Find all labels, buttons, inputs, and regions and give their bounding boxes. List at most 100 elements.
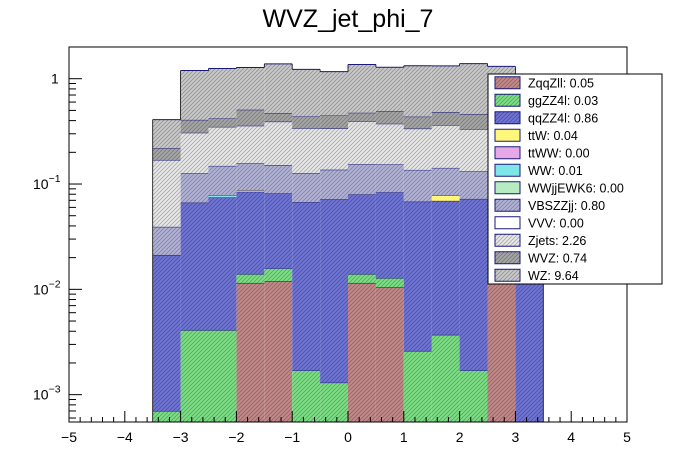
bar-hatch-ggZZ4l-bin-6	[320, 382, 348, 422]
y-tick-label: 10−3	[33, 384, 61, 403]
bar-hatch-Zjets-bin-7	[348, 121, 376, 165]
bar-hatch-VBSZZjj-bin-2	[208, 165, 237, 196]
bar-hatch-WVZ-bin-10	[431, 112, 460, 126]
bar-hatch-WZ-bin-0	[152, 119, 181, 149]
bar-hatch-WVZ-bin-2	[208, 118, 237, 127]
bar-hatch-qqZZ4l-bin-7	[348, 194, 376, 274]
bar-hatch-Zjets-bin-9	[403, 128, 432, 170]
legend-swatch	[494, 128, 521, 142]
legend-label: WVZ: 0.74	[528, 251, 587, 265]
legend-label: Zjets: 2.26	[528, 234, 586, 248]
series-VBSZZjj	[152, 162, 544, 257]
bar-hatch-WZ-bin-6	[320, 71, 348, 116]
legend-label: WW: 0.01	[528, 164, 583, 178]
x-tick-label: 2	[456, 429, 464, 445]
bar-hatch-Zjets-bin-10	[431, 125, 460, 168]
bar-hatch-WZ-bin-7	[348, 64, 376, 113]
bar-hatch-ggZZ4l-bin-0	[152, 410, 181, 422]
bar-hatch-WZ-bin-10	[431, 65, 460, 113]
x-axis: −5 −4 −3 −2 −1 0 1 2 3 4 5	[61, 411, 631, 445]
bar-hatch-VBSZZjj-bin-3	[236, 163, 265, 191]
bar-hatch-ZqqZll-bin-8	[375, 287, 404, 422]
bar-hatch-VBSZZjj-bin-9	[403, 169, 432, 202]
x-tick-label: 3	[512, 429, 520, 445]
bar-hatch-WZ-bin-8	[375, 67, 404, 112]
legend: ZqqZll: 0.05 ggZZ4l: 0.03 qqZZ4l: 0.86 ttW:…	[487, 73, 663, 285]
bar-hatch-qqZZ4l-bin-3	[236, 191, 265, 274]
bar-hatch-qqZZ4l-bin-1	[180, 202, 209, 331]
bar-hatch-WZ-bin-5	[292, 69, 321, 117]
bar-hatch-VBSZZjj-bin-5	[292, 173, 321, 203]
y-axis: 10−3 10−2 10−1 1	[33, 46, 82, 419]
x-tick-label: 4	[567, 429, 575, 445]
legend-item-ttW: ttW: 0.04	[494, 128, 578, 143]
bar-hatch-WZ-bin-2	[208, 68, 237, 119]
bar-hatch-WZ-bin-4	[264, 63, 293, 114]
y-tick-label: 10−2	[33, 278, 61, 297]
bar-ttW-bin-10	[431, 195, 460, 201]
legend-item-ggZZ4l: ggZZ4l: 0.03	[494, 93, 598, 108]
bar-hatch-qqZZ4l-bin-10	[431, 200, 460, 335]
bar-hatch-Zjets-bin-1	[180, 132, 209, 174]
legend-label: WZ: 9.64	[528, 269, 579, 283]
bar-hatch-qqZZ4l-bin-8	[375, 192, 404, 279]
legend-swatch-hatch	[495, 269, 520, 282]
bar-hatch-ggZZ4l-bin-4	[264, 268, 293, 281]
bar-hatch-qqZZ4l-bin-11	[459, 198, 488, 371]
bar-hatch-Zjets-bin-0	[152, 159, 181, 227]
bar-hatch-WZ-bin-3	[236, 67, 265, 110]
legend-swatch	[494, 163, 521, 177]
legend-item-qqZZ4l: qqZZ4l: 0.86	[494, 111, 598, 125]
bar-WW-bin-2	[208, 195, 237, 198]
bar-hatch-qqZZ4l-bin-4	[264, 193, 293, 269]
bar-hatch-WVZ-bin-9	[403, 116, 432, 129]
legend-swatch-hatch	[495, 251, 520, 264]
bar-hatch-WVZ-bin-0	[152, 148, 181, 160]
legend-item-WVZ: WVZ: 0.74	[494, 251, 587, 265]
bar-hatch-ggZZ4l-bin-7	[348, 273, 376, 283]
legend-item-WWjjEWK6: WWjjEWK6: 0.00	[494, 181, 624, 195]
bar-hatch-Zjets-bin-8	[375, 123, 404, 165]
bar-hatch-ggZZ4l-bin-5	[292, 370, 321, 422]
bar-hatch-qqZZ4l-bin-9	[403, 201, 432, 351]
bar-hatch-Zjets-bin-3	[236, 125, 265, 164]
bar-hatch-WVZ-bin-6	[320, 115, 348, 129]
bar-hatch-ggZZ4l-bin-2	[208, 330, 237, 422]
x-tick-label: −2	[228, 429, 244, 445]
bar-hatch-ggZZ4l-bin-9	[403, 350, 432, 422]
legend-swatch-hatch	[495, 199, 520, 212]
x-tick-label: 5	[623, 429, 631, 445]
legend-label: WWjjEWK6: 0.00	[528, 181, 624, 195]
bar-hatch-WZ-bin-1	[180, 70, 209, 120]
legend-label: ggZZ4l: 0.03	[528, 94, 598, 108]
bar-hatch-ZqqZll-bin-7	[348, 282, 376, 422]
y-tick-label: 1	[51, 71, 59, 87]
bar-hatch-WZ-bin-9	[403, 65, 432, 117]
histogram-bars	[152, 63, 544, 422]
bar-hatch-WVZ-bin-3	[236, 109, 265, 126]
legend-box	[487, 73, 663, 285]
bar-hatch-qqZZ4l-bin-2	[208, 197, 237, 331]
legend-label: ZqqZll: 0.05	[528, 76, 594, 90]
bar-hatch-Zjets-bin-6	[320, 128, 348, 170]
bar-hatch-ggZZ4l-bin-10	[431, 334, 460, 422]
legend-item-VVV: VVV: 0.00	[494, 216, 584, 230]
series-ggZZ4l	[152, 267, 516, 422]
bar-hatch-WVZ-bin-1	[180, 119, 209, 133]
x-tick-label: 1	[400, 429, 408, 445]
bar-hatch-VBSZZjj-bin-10	[431, 167, 460, 196]
legend-item-WZ: WZ: 9.64	[494, 268, 579, 283]
bar-hatch-ZqqZll-bin-12	[487, 279, 516, 422]
bar-hatch-WZ-bin-11	[459, 63, 488, 115]
legend-item-Zjets: Zjets: 2.26	[494, 233, 586, 248]
bar-hatch-Zjets-bin-4	[264, 121, 293, 166]
series-WW	[208, 194, 237, 198]
legend-label: VVV: 0.00	[528, 216, 584, 230]
legend-swatch	[494, 181, 521, 195]
bar-hatch-VBSZZjj-bin-11	[459, 171, 488, 199]
bar-hatch-qqZZ4l-bin-5	[292, 202, 321, 371]
legend-label: ttW: 0.04	[528, 129, 578, 143]
legend-label: ttWW: 0.00	[528, 146, 590, 160]
bar-hatch-WVZ-bin-4	[264, 113, 293, 122]
bar-hatch-ZqqZll-bin-4	[264, 280, 293, 422]
